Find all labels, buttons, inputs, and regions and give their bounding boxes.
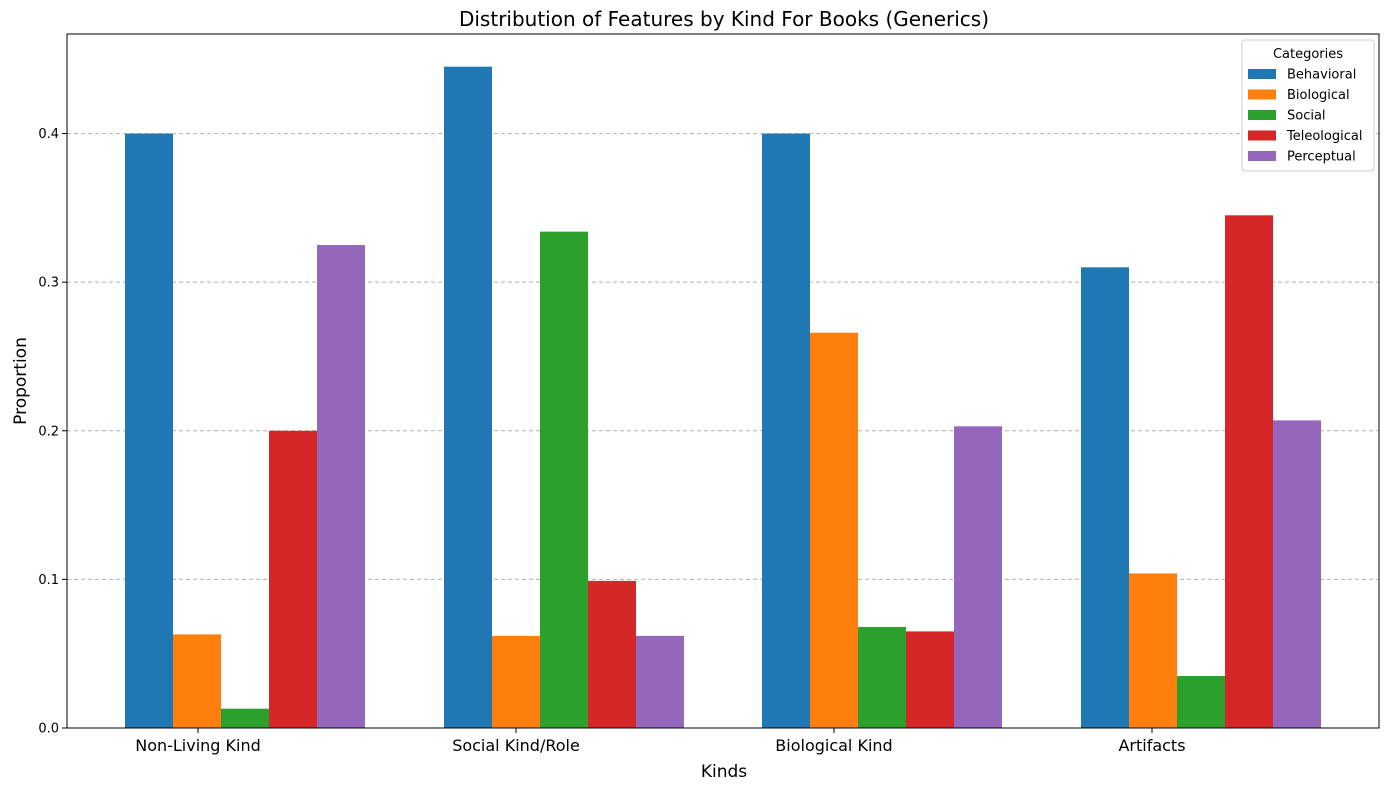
bars-group xyxy=(125,66,1321,729)
bar-biological-4 xyxy=(1129,573,1177,728)
x-tick-label: Artifacts xyxy=(1118,736,1185,755)
legend-swatch xyxy=(1248,69,1276,79)
legend-label: Behavioral xyxy=(1287,68,1356,83)
bar-biological-2 xyxy=(492,635,540,728)
bar-perceptual-1 xyxy=(317,245,365,728)
bar-social-2 xyxy=(540,231,588,729)
bar-teleological-4 xyxy=(1225,215,1273,728)
y-axis-label: Proportion xyxy=(11,337,31,425)
legend-label: Social xyxy=(1287,109,1326,124)
legend-items: Behavioral Biological Social Teleological Pe… xyxy=(1248,68,1362,165)
bar-teleological-1 xyxy=(269,430,317,728)
x-axis-ticks: Non-Living Kind Social Kind/Role Biologica… xyxy=(135,728,1186,755)
bar-perceptual-4 xyxy=(1273,420,1321,728)
bar-biological-1 xyxy=(173,634,221,728)
x-tick-label: Biological Kind xyxy=(775,736,892,755)
legend-title: Categories xyxy=(1273,47,1343,62)
legend-label: Perceptual xyxy=(1287,150,1356,165)
legend-swatch xyxy=(1248,89,1276,100)
y-tick-label: 0.0 xyxy=(38,722,59,737)
bar-behavioral-1 xyxy=(125,133,173,729)
bar-social-4 xyxy=(1177,675,1225,728)
y-tick-label: 0.4 xyxy=(38,127,59,142)
bar-perceptual-2 xyxy=(636,635,684,728)
x-tick-label: Social Kind/Role xyxy=(452,736,580,755)
bar-social-1 xyxy=(221,708,269,728)
legend-label: Biological xyxy=(1287,88,1350,103)
y-tick-label: 0.3 xyxy=(38,276,59,291)
legend-swatch xyxy=(1248,110,1276,120)
y-tick-label: 0.1 xyxy=(38,573,59,588)
bar-teleological-2 xyxy=(588,580,636,728)
x-tick-label: Non-Living Kind xyxy=(135,736,261,755)
bar-behavioral-4 xyxy=(1081,267,1129,728)
chart-title: Distribution of Features by Kind For Boo… xyxy=(459,7,989,31)
legend-swatch xyxy=(1248,151,1276,161)
x-axis-label: Kinds xyxy=(701,762,747,782)
y-tick-label: 0.2 xyxy=(38,424,59,439)
plot-area-frame xyxy=(66,33,1380,729)
y-axis-ticks: 0.0 0.1 0.2 0.3 0.4 xyxy=(38,127,67,737)
bar-biological-3 xyxy=(810,332,858,728)
bar-behavioral-3 xyxy=(762,133,810,729)
bar-teleological-3 xyxy=(906,631,954,728)
legend: Categories Behavioral Biological Social Tel… xyxy=(1241,39,1375,172)
legend-label: Teleological xyxy=(1286,129,1362,144)
bar-social-3 xyxy=(858,626,906,728)
legend-swatch xyxy=(1248,130,1276,141)
bar-perceptual-3 xyxy=(954,426,1002,728)
bar-behavioral-2 xyxy=(444,66,492,728)
